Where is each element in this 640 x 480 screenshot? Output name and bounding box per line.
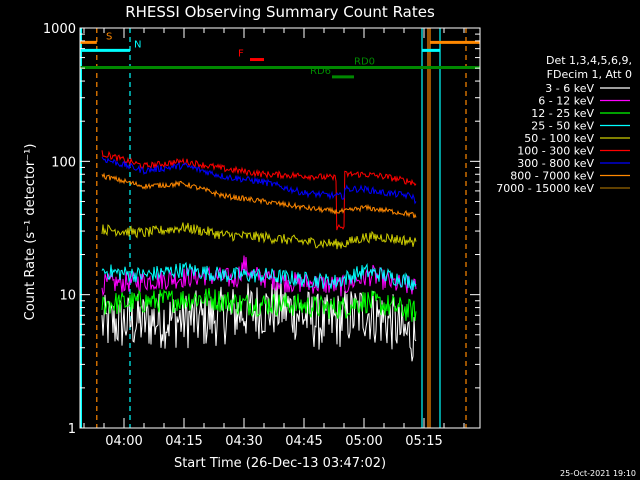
series-line-5: [101, 150, 417, 231]
axes: 1 10 100 1000 04:00 04:15 04:30 04:45 05:00 05:15: [43, 22, 481, 449]
legend-label-0: 3 - 6 keV: [545, 82, 594, 95]
series-line-1: [101, 255, 417, 297]
flag-label-f: F: [238, 49, 244, 60]
plot-area: S N F RD0 RD6: [80, 28, 480, 428]
plot-frame: [79, 27, 481, 429]
x-tick-label-2: 04:30: [225, 434, 262, 449]
legend-header-line-1: Det 1,3,4,5,6,9,: [546, 54, 632, 67]
x-tick-label-3: 04:45: [285, 434, 322, 449]
legend-label-7: 800 - 7000 keV: [510, 170, 594, 183]
x-axis-label: Start Time (26-Dec-13 03:47:02): [174, 456, 386, 471]
flag-label-n: N: [134, 39, 141, 50]
flag-label-s: S: [106, 31, 112, 42]
x-tick-label-0: 04:00: [105, 434, 142, 449]
series-line-2: [101, 287, 417, 322]
x-tick-label-4: 05:00: [345, 434, 382, 449]
y-axis-label: Count Rate (s⁻¹ detector⁻¹): [23, 144, 38, 321]
y-tick-label-1: 10: [59, 289, 76, 304]
series-line-6: [101, 156, 417, 205]
legend-label-1: 6 - 12 keV: [538, 95, 594, 108]
legend: Det 1,3,4,5,6,9, FDecim 1, Att 0 3 - 6 k…: [496, 54, 632, 195]
series-line-7: [101, 172, 417, 219]
series-line-0: [101, 279, 417, 362]
x-tick-label-1: 04:15: [165, 434, 202, 449]
chart-title: RHESSI Observing Summary Count Rates: [125, 3, 435, 21]
flag-label-rd0: RD0: [354, 57, 375, 68]
legend-label-5: 100 - 300 keV: [517, 145, 594, 158]
legend-label-2: 12 - 25 keV: [531, 107, 594, 120]
legend-label-4: 50 - 100 keV: [524, 132, 594, 145]
series-line-4: [101, 222, 417, 250]
flag-label-rd6: RD6: [310, 66, 331, 77]
series-line-3: [101, 261, 417, 292]
legend-label-6: 300 - 800 keV: [517, 157, 594, 170]
y-tick-label-3: 1000: [43, 22, 76, 37]
y-tick-label-0: 1: [68, 422, 76, 437]
legend-label-8: 7000 - 15000 keV: [496, 182, 594, 195]
legend-label-3: 25 - 50 keV: [531, 120, 594, 133]
legend-header-line-2: FDecim 1, Att 0: [547, 68, 632, 81]
generation-timestamp: 25-Oct-2021 19:10: [560, 469, 636, 478]
y-tick-label-2: 100: [51, 155, 76, 170]
x-tick-label-5: 05:15: [405, 434, 442, 449]
